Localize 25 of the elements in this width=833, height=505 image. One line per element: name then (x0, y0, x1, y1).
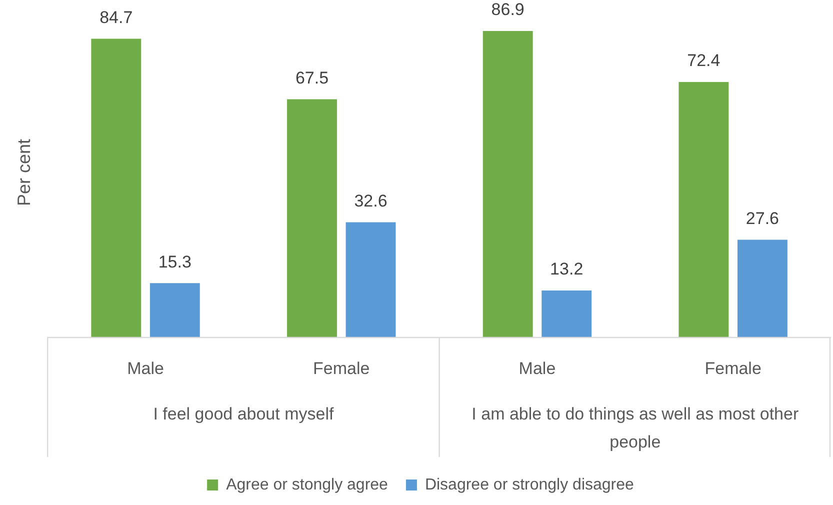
text: I am able to do things as well as most other people (472, 404, 799, 452)
data-label: 84.7 (100, 8, 133, 27)
data-label: 32.6 (354, 191, 388, 210)
data-label: 13.2 (550, 260, 584, 279)
data-label: 86.9 (491, 0, 524, 20)
x-tick-label: Female (704, 358, 762, 378)
x-tick-label: Female (313, 358, 370, 378)
data-label: 67.5 (295, 68, 329, 88)
bar (150, 283, 200, 337)
text: I feel good about myself (153, 404, 334, 424)
bar (542, 290, 592, 337)
data-label: 15.3 (158, 252, 192, 272)
data-label: 72.4 (687, 51, 720, 70)
bar (482, 30, 533, 337)
bar (287, 99, 337, 337)
bar (737, 240, 788, 337)
legend-label: Agree or stongly agree (226, 476, 388, 494)
bar (678, 82, 729, 337)
bar (346, 222, 396, 337)
bar (91, 38, 142, 337)
x-tick-label: Male (127, 358, 164, 378)
data-label: 27.6 (746, 208, 779, 228)
y-axis-title: Per cent (14, 138, 34, 206)
legend-label: Disagree or strongly disagree (424, 476, 634, 494)
x-tick-label: Male (518, 358, 556, 378)
